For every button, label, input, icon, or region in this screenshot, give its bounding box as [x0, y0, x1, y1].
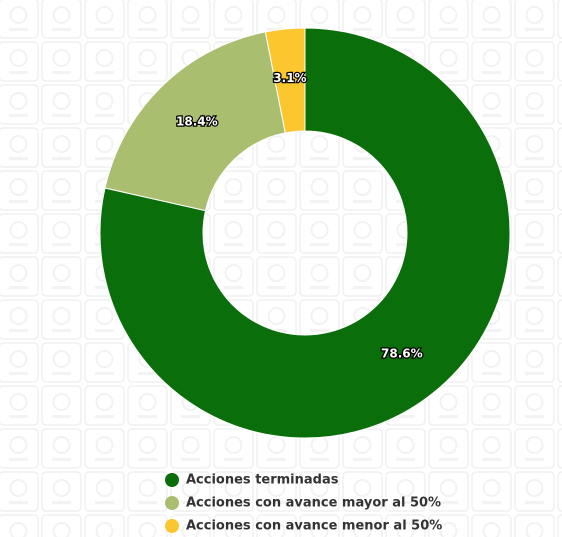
legend-swatch[interactable]	[165, 496, 179, 510]
donut: 78.6% 18.4% 3.1%	[99, 27, 511, 439]
data-label: 18.4%	[176, 114, 218, 128]
slice[interactable]	[99, 27, 511, 439]
legend-label[interactable]: Acciones con avance menor al 50%	[186, 519, 442, 534]
slice[interactable]	[264, 27, 306, 134]
legend-swatch[interactable]	[165, 519, 179, 533]
data-label: 78.6%	[381, 347, 423, 361]
legend: Acciones terminadas Acciones con avance m…	[165, 473, 442, 534]
legend-label[interactable]: Acciones con avance mayor al 50%	[186, 496, 441, 511]
legend-label[interactable]: Acciones terminadas	[186, 473, 339, 488]
legend-swatch[interactable]	[165, 473, 179, 487]
data-label: 3.1%	[273, 71, 306, 85]
slice[interactable]	[104, 31, 286, 212]
